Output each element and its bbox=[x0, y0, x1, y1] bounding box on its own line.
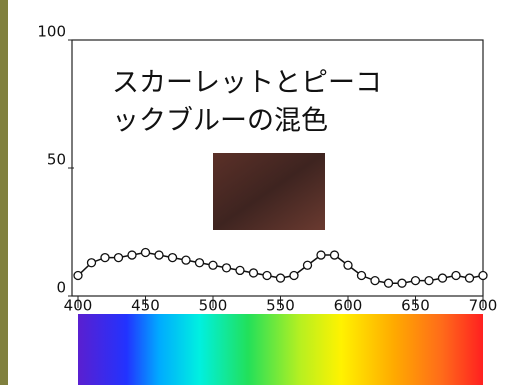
data-point bbox=[248, 268, 259, 278]
data-point bbox=[167, 252, 178, 263]
chart-title: スカーレットとピーコ bbox=[112, 68, 382, 99]
data-point bbox=[302, 260, 313, 270]
data-point bbox=[113, 252, 124, 263]
chart-title: ックブルーの混色 bbox=[112, 106, 328, 137]
data-point bbox=[208, 260, 218, 270]
x-tick-label: 650 bbox=[401, 297, 430, 315]
side-strip bbox=[0, 0, 8, 385]
data-point bbox=[397, 278, 407, 288]
data-point bbox=[154, 250, 164, 260]
data-point bbox=[289, 270, 299, 281]
data-point bbox=[100, 252, 110, 263]
data-point bbox=[356, 270, 367, 281]
data-point bbox=[343, 260, 353, 270]
data-point bbox=[86, 258, 97, 268]
data-point bbox=[235, 265, 245, 276]
data-point bbox=[451, 270, 461, 281]
data-point bbox=[221, 263, 232, 273]
data-point bbox=[140, 247, 151, 258]
color-swatch bbox=[213, 153, 325, 230]
y-tick-label: 0 bbox=[56, 279, 66, 297]
data-point bbox=[383, 278, 394, 288]
data-point bbox=[478, 270, 488, 281]
x-tick-label: 500 bbox=[199, 297, 228, 315]
data-point bbox=[127, 250, 137, 260]
x-tick-label: 450 bbox=[131, 297, 160, 315]
data-point bbox=[464, 273, 475, 283]
data-point bbox=[181, 255, 191, 265]
y-tick-label: 100 bbox=[37, 23, 66, 41]
data-point bbox=[194, 258, 205, 268]
x-tick-label: 600 bbox=[334, 297, 363, 315]
x-tick-label: 400 bbox=[64, 297, 93, 315]
spectrum-bar bbox=[78, 314, 483, 385]
data-point bbox=[370, 275, 380, 286]
data-point bbox=[329, 250, 340, 260]
data-point bbox=[316, 250, 326, 260]
data-point bbox=[410, 275, 421, 286]
data-point bbox=[73, 270, 83, 281]
y-tick-label: 50 bbox=[47, 151, 66, 169]
data-point bbox=[437, 273, 448, 283]
x-tick-label: 700 bbox=[469, 297, 498, 315]
x-tick-label: 550 bbox=[266, 297, 295, 315]
data-point bbox=[275, 273, 286, 283]
data-point bbox=[262, 270, 272, 281]
data-point bbox=[424, 275, 434, 286]
